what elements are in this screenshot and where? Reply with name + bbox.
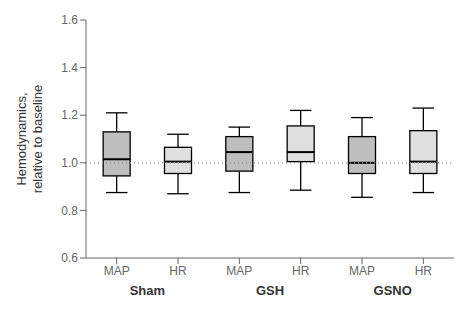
svg-text:Hemodynamics,relative to basel: Hemodynamics,relative to baseline (14, 85, 45, 193)
svg-text:MAP: MAP (226, 264, 252, 278)
svg-text:HR: HR (169, 264, 187, 278)
svg-text:1.0: 1.0 (61, 156, 78, 170)
svg-text:MAP: MAP (104, 264, 130, 278)
svg-text:1.4: 1.4 (61, 61, 78, 75)
svg-text:MAP: MAP (349, 264, 375, 278)
svg-text:GSNO: GSNO (374, 283, 412, 298)
svg-text:HR: HR (292, 264, 310, 278)
svg-text:0.8: 0.8 (61, 204, 78, 218)
svg-text:GSH: GSH (256, 283, 284, 298)
svg-text:1.6: 1.6 (61, 13, 78, 27)
svg-text:0.6: 0.6 (61, 251, 78, 265)
svg-text:HR: HR (415, 264, 433, 278)
svg-text:1.2: 1.2 (61, 108, 78, 122)
svg-text:Sham: Sham (130, 283, 165, 298)
